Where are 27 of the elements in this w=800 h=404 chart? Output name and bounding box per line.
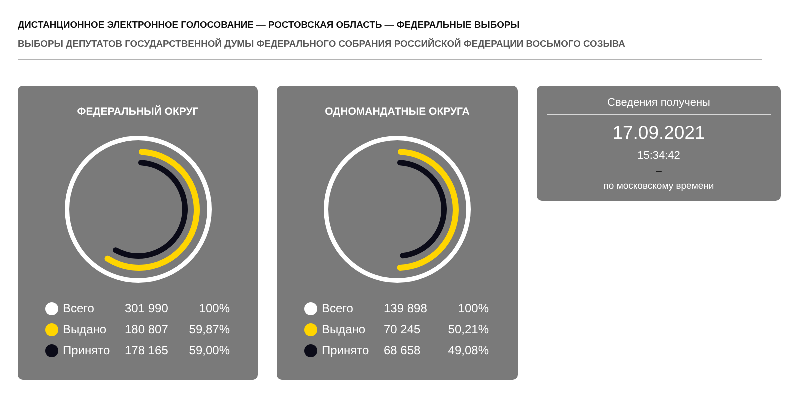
data-label: 50,21% — [448, 322, 490, 336]
data-label: 59,87% — [189, 322, 230, 336]
text: 17.09.2021 — [612, 122, 706, 143]
data-label: 180 807 — [125, 322, 169, 336]
text: Сведения получены — [608, 97, 710, 109]
text: ОДНОМАНДАТНЫЕ ОКРУГА — [325, 106, 470, 118]
category-label: Всего — [63, 301, 95, 316]
data-label: 68 658 — [384, 343, 422, 358]
text: – — [656, 164, 662, 178]
text: ВЫБОРЫ ДЕПУТАТОВ ГОСУДАРСТВЕННОЙ ДУМЫ ФЕДЕРАЛЬНОГО СОБРАНИЯ РОССИЙСКОЙ ФЕДЕРАЦИИ ВОСЬМОГО СОЗЫВА — [18, 38, 626, 48]
data-label: 100% — [199, 301, 230, 316]
text: по московскому времени — [604, 180, 714, 192]
text: ФЕДЕРАЛЬНЫЙ ОКРУГ — [77, 105, 199, 118]
data-label: 49,08% — [448, 343, 490, 358]
category-label: Принято — [63, 343, 110, 358]
data-label: 178 165 — [125, 343, 169, 358]
data-label: 100% — [458, 301, 490, 316]
category-label: Выдано — [63, 322, 107, 336]
category-label: Принято — [322, 343, 370, 358]
data-label: 70 245 — [384, 322, 422, 336]
category-label: Выдано — [322, 322, 366, 336]
data-label: 301 990 — [125, 301, 169, 316]
text: 15:34:42 — [638, 150, 680, 162]
data-label: 139 898 — [384, 301, 428, 316]
category-label: Всего — [322, 301, 354, 316]
data-label: 59,00% — [189, 343, 230, 358]
text: ДИСТАНЦИОННОЕ ЭЛЕКТРОННОЕ ГОЛОСОВАНИЕ — РОСТОВСКАЯ ОБЛАСТЬ — ФЕДЕРАЛЬНЫЕ ВЫБОРЫ — [18, 19, 520, 30]
